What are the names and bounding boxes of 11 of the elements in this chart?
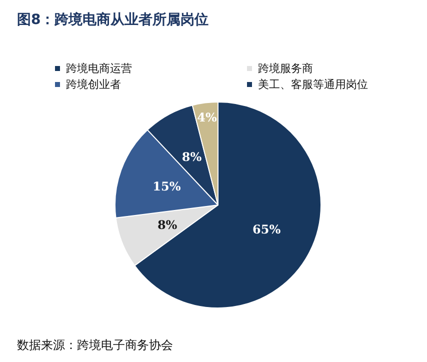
chart-title: 图8：跨境电商从业者所属岗位 [17,11,209,28]
data-label: 8% [182,150,202,164]
source-note: 数据来源：跨境电子商务协会 [17,338,173,352]
legend-label: 跨境创业者 [66,78,121,91]
data-label: 8% [157,218,178,232]
data-label: 4% [197,110,218,125]
data-label: 15% [152,180,182,194]
legend-label: 美工、客服等通用岗位 [258,78,368,91]
legend-label: 跨境服务商 [258,62,313,75]
legend-label: 跨境电商运营 [66,62,132,75]
data-label: 65% [252,222,282,237]
